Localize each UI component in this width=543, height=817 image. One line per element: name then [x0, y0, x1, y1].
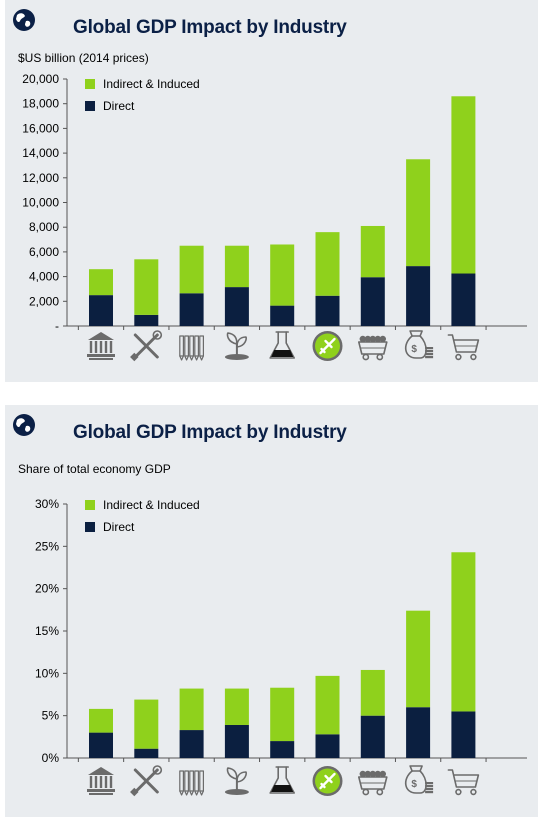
globe-logo-icon: [13, 414, 35, 436]
bar-direct: [89, 732, 113, 758]
bar-direct: [179, 730, 204, 758]
legend-direct-swatch: [85, 101, 95, 111]
bar-direct: [224, 287, 249, 326]
plant-icon: [224, 332, 249, 360]
y-tick-label: 20%: [35, 582, 59, 596]
chart-panel-gdp-share: Global GDP Impact by Industry Share of t…: [5, 405, 538, 817]
bank-icon: [87, 332, 115, 360]
bar-direct: [406, 707, 431, 758]
chart-panel-gdp-usd: Global GDP Impact by Industry $US billio…: [5, 0, 538, 382]
flask-icon: [269, 331, 295, 359]
bar-indirect-induced: [315, 232, 340, 296]
bar-indirect-induced: [89, 269, 113, 296]
y-tick-label: 18,000: [22, 97, 59, 111]
bar-direct: [451, 273, 476, 326]
money-bag-icon: $: [405, 330, 434, 359]
chart-title: Global GDP Impact by Industry: [73, 422, 347, 443]
bar-indirect-induced: [224, 245, 249, 288]
y-tick-label: 2,000: [29, 294, 59, 308]
y-tick-label: 15%: [35, 624, 59, 638]
money-bag-icon: $: [405, 765, 434, 794]
legend-indirect-induced-swatch: [85, 79, 95, 89]
legend-direct-swatch: [85, 522, 95, 532]
y-tick-label: 5%: [42, 709, 60, 723]
bar-indirect-induced: [134, 259, 159, 315]
y-tick-label: 16,000: [22, 121, 59, 135]
bar-direct: [270, 741, 295, 758]
bar-indirect-induced: [224, 688, 249, 725]
y-axis-unit-label: $US billion (2014 prices): [18, 51, 149, 65]
legend-direct-label: Direct: [103, 520, 135, 534]
flask-icon: [269, 766, 295, 794]
bar-indirect-induced: [315, 675, 340, 735]
bar-direct: [315, 295, 340, 326]
legend-direct-label: Direct: [103, 99, 135, 113]
y-tick-label: 25%: [35, 539, 59, 553]
bar-direct: [270, 305, 295, 326]
y-tick-label: 14,000: [22, 146, 59, 160]
y-tick-label: 30%: [35, 497, 59, 511]
bar-indirect-induced: [406, 610, 431, 708]
bar-indirect-induced: [451, 552, 476, 712]
globe-logo-icon: [13, 9, 35, 31]
bar-direct: [89, 295, 113, 326]
y-tick-label: -: [55, 319, 59, 333]
y-axis-unit-label: Share of total economy GDP: [18, 462, 171, 476]
y-tick-label: 10,000: [22, 196, 59, 210]
bar-indirect-induced: [360, 225, 385, 278]
bar-indirect-induced: [179, 245, 204, 294]
svg-text:$: $: [411, 779, 417, 790]
bar-direct: [360, 277, 385, 326]
legend-indirect-induced-swatch: [85, 500, 95, 510]
legend-indirect-induced-label: Indirect & Induced: [103, 77, 200, 91]
bar-direct: [134, 314, 159, 326]
tools-icon: [130, 330, 163, 362]
y-tick-label: 8,000: [29, 220, 59, 234]
airplane-icon: [312, 331, 343, 361]
bar-indirect-induced: [360, 669, 385, 716]
bar-indirect-induced: [179, 688, 204, 731]
bar-direct: [406, 266, 431, 326]
y-tick-label: 10%: [35, 666, 59, 680]
mine-cart-icon: [358, 335, 388, 361]
y-tick-label: 12,000: [22, 171, 59, 185]
bar-indirect-induced: [406, 159, 431, 267]
svg-text:$: $: [411, 344, 417, 355]
bar-direct: [451, 711, 476, 758]
y-tick-label: 20,000: [22, 72, 59, 86]
legend-indirect-induced-label: Indirect & Induced: [103, 498, 200, 512]
plant-icon: [224, 767, 249, 795]
bank-icon: [87, 767, 115, 795]
pencils-icon: [179, 770, 205, 796]
y-tick-label: 6,000: [29, 245, 59, 259]
bar-indirect-induced: [134, 699, 159, 749]
bar-direct: [315, 734, 340, 758]
bar-direct: [224, 724, 249, 758]
bar-direct: [179, 293, 204, 326]
bar-indirect-induced: [451, 96, 476, 274]
bar-indirect-induced: [89, 708, 113, 733]
mine-cart-icon: [358, 770, 388, 796]
chart-plot-area: 0% 5% 10% 15% 20% 25% 30% Indirect & Induced Dir…: [35, 497, 527, 797]
y-tick-label: 0%: [42, 751, 60, 765]
bar-direct: [360, 715, 385, 758]
shopping-cart-icon: [447, 769, 480, 796]
shopping-cart-icon: [447, 334, 480, 361]
y-tick-label: 4,000: [29, 270, 59, 284]
tools-icon: [130, 765, 163, 797]
bar-direct: [134, 748, 159, 758]
chart-title: Global GDP Impact by Industry: [73, 17, 347, 38]
pencils-icon: [179, 335, 205, 361]
bar-indirect-induced: [270, 244, 295, 306]
bar-indirect-induced: [270, 687, 295, 742]
airplane-icon: [312, 766, 343, 796]
chart-plot-area: - 2,000 4,000 6,000 8,000 10,000 12,000 14,000 1…: [22, 72, 527, 362]
